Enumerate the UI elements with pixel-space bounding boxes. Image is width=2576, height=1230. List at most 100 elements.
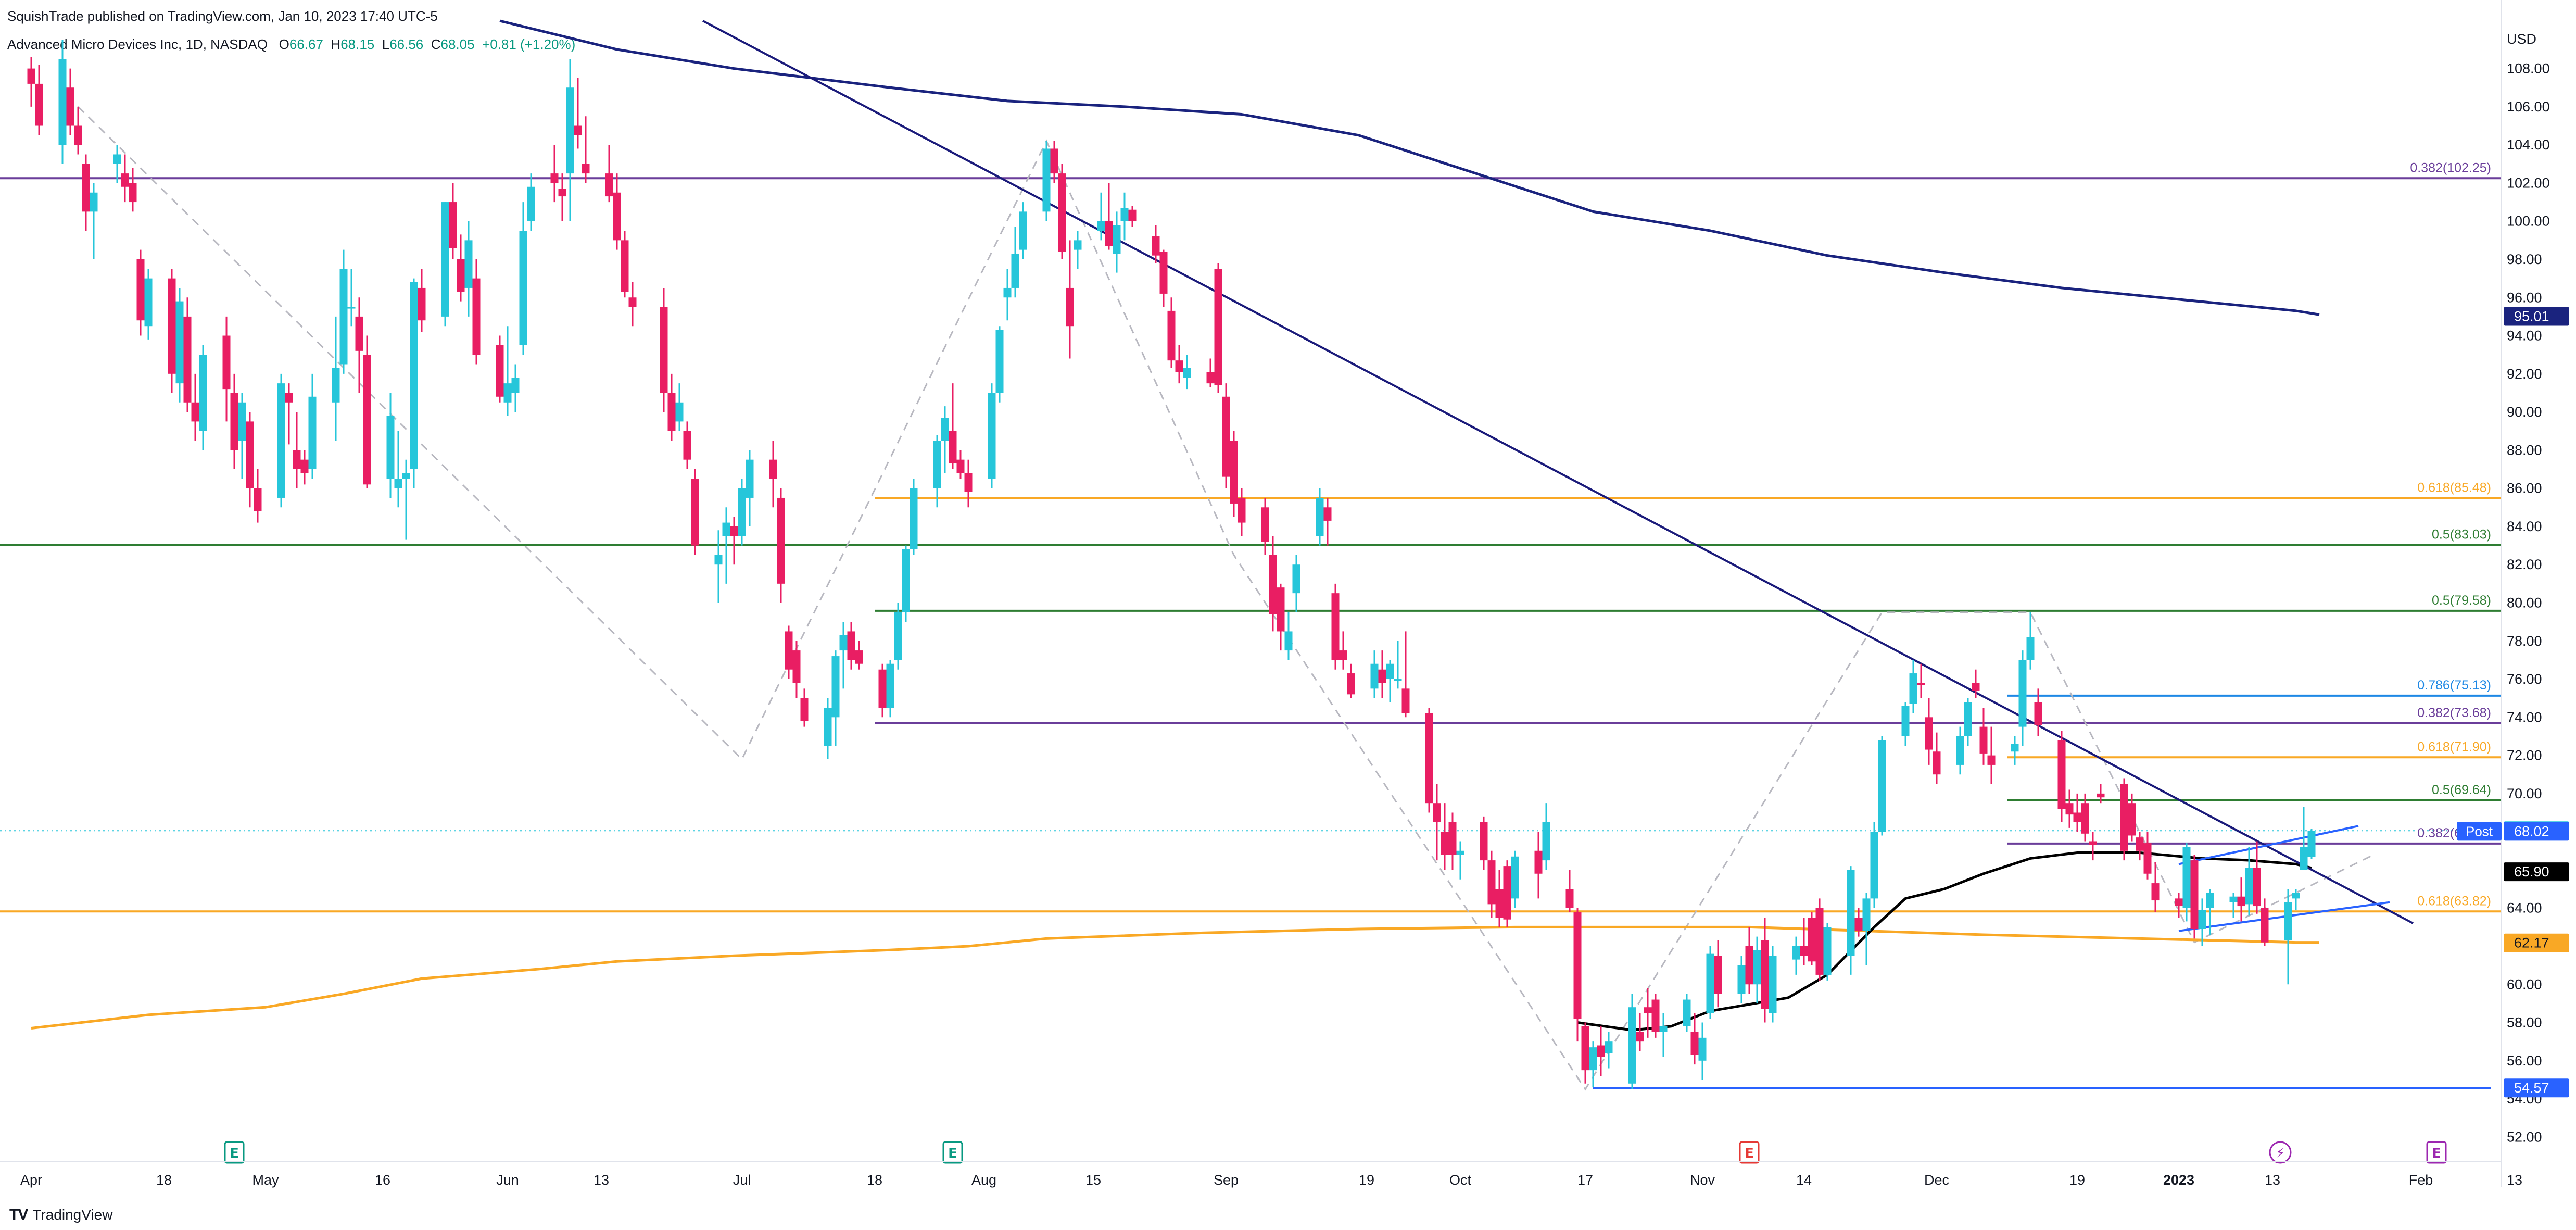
candle-body [2245, 868, 2253, 905]
price-label-box [2504, 862, 2569, 882]
candle-body [1511, 856, 1519, 899]
candle-body [527, 186, 535, 221]
price-label-text: 54.57 [2514, 1080, 2549, 1096]
time-tick-label: 18 [867, 1172, 882, 1188]
candle-body [1230, 441, 1238, 504]
fib-level-label: 0.5(79.58) [2432, 593, 2491, 608]
open-label: O [279, 36, 289, 52]
price-tick-label: 52.00 [2507, 1129, 2542, 1145]
footer: TV TradingView [9, 1206, 112, 1224]
candle-body [2175, 898, 2183, 907]
candle-body [175, 301, 184, 384]
time-tick-label: 15 [1085, 1172, 1101, 1188]
candle-body [2081, 803, 2089, 834]
candle-body [332, 368, 340, 403]
zigzag-path [77, 106, 2375, 1091]
candle-body [1269, 555, 1277, 614]
high-value: 68.15 [340, 36, 375, 52]
fib-level-label: 0.618(71.90) [2417, 739, 2491, 754]
candle-body [1534, 850, 1543, 874]
low-value: 66.56 [389, 36, 424, 52]
fib-level-label: 0.618(85.48) [2417, 481, 2491, 495]
brand-name[interactable]: TradingView [32, 1207, 113, 1223]
price-label-box [2504, 933, 2569, 952]
candle-body [722, 522, 730, 536]
candle-body [113, 154, 121, 164]
candle-body [2182, 847, 2191, 908]
candle-body [1925, 717, 1933, 750]
candle-body [831, 656, 840, 718]
candle-body [1659, 1026, 1668, 1032]
candle-body [1636, 1032, 1644, 1042]
time-tick-label: Jul [733, 1172, 751, 1188]
price-label-box [2504, 1078, 2569, 1098]
event-markers: E E E ⚡ E [224, 1141, 2447, 1164]
candle-body [1979, 726, 1988, 754]
candle-body [582, 164, 590, 174]
candle-body [1152, 236, 1160, 256]
candle-body [136, 259, 145, 321]
candle-body [1862, 898, 1871, 931]
candle-body [1066, 287, 1074, 327]
candle-body [1956, 736, 1964, 765]
candle-body [1917, 683, 1925, 685]
candle-body [1823, 927, 1832, 975]
candle-body [1370, 663, 1379, 689]
candle-body [2034, 702, 2042, 725]
candle-body [2190, 860, 2199, 929]
tradingview-logo-icon: TV [9, 1206, 28, 1223]
candle-body [574, 125, 582, 135]
candle-body [394, 479, 402, 488]
candle-body [2284, 902, 2292, 940]
candle-body [1425, 713, 1433, 804]
candle-body [777, 497, 785, 584]
candle-body [1573, 912, 1582, 1019]
time-tick-label: 19 [1359, 1172, 1374, 1188]
candle-body [2065, 803, 2074, 815]
candle-body [1441, 832, 1449, 855]
candle-body [566, 87, 574, 174]
candle-body [449, 202, 457, 248]
candle-body [2128, 803, 2136, 836]
candle-body [1074, 240, 1082, 250]
candle-body [472, 278, 481, 355]
candle-body [183, 316, 192, 403]
time-tick-label: 14 [1796, 1172, 1812, 1188]
candle-body [1120, 208, 1129, 221]
candle-body [2151, 883, 2160, 901]
price-tick-label: 72.00 [2507, 748, 2542, 763]
candle-body [1698, 1037, 1707, 1061]
candle-body [1448, 822, 1457, 855]
candle-body [785, 631, 793, 670]
dividend-lightning-icon [2269, 1141, 2292, 1164]
candle-body [464, 240, 473, 288]
fib-level-label: 0.382(102.25) [2410, 160, 2491, 175]
fib-level-label: 0.5(69.64) [2432, 783, 2491, 797]
candle-body [308, 396, 317, 470]
candles [27, 40, 2316, 1089]
price-tick-label: 96.00 [2507, 290, 2542, 305]
candle-body [1097, 221, 1105, 231]
price-tick-label: 94.00 [2507, 328, 2542, 344]
time-tick-label: Aug [971, 1172, 996, 1188]
candle-body [2253, 868, 2261, 907]
price-axis: 52.0054.0056.0058.0060.0062.0064.0066.00… [2501, 0, 2550, 1187]
candle-body [660, 307, 668, 393]
candle-body [878, 669, 887, 708]
symbol-name[interactable]: Advanced Micro Devices Inc, 1D, NASDAQ [7, 36, 268, 52]
currency-label: USD [2507, 31, 2536, 47]
time-tick-label: 13 [2265, 1172, 2280, 1188]
event-marker-label: E [2432, 1146, 2441, 1161]
candle-body [792, 650, 801, 683]
candle-body [2097, 793, 2105, 798]
candle-body [2261, 908, 2269, 943]
price-tick-label: 60.00 [2507, 976, 2542, 992]
candle-body [339, 269, 348, 365]
candle-body [1737, 965, 1746, 994]
candle-body [988, 393, 996, 479]
candle-body [714, 555, 723, 565]
price-tick-label: 78.00 [2507, 633, 2542, 649]
candle-body [246, 421, 254, 488]
candle-body [1347, 673, 1355, 695]
